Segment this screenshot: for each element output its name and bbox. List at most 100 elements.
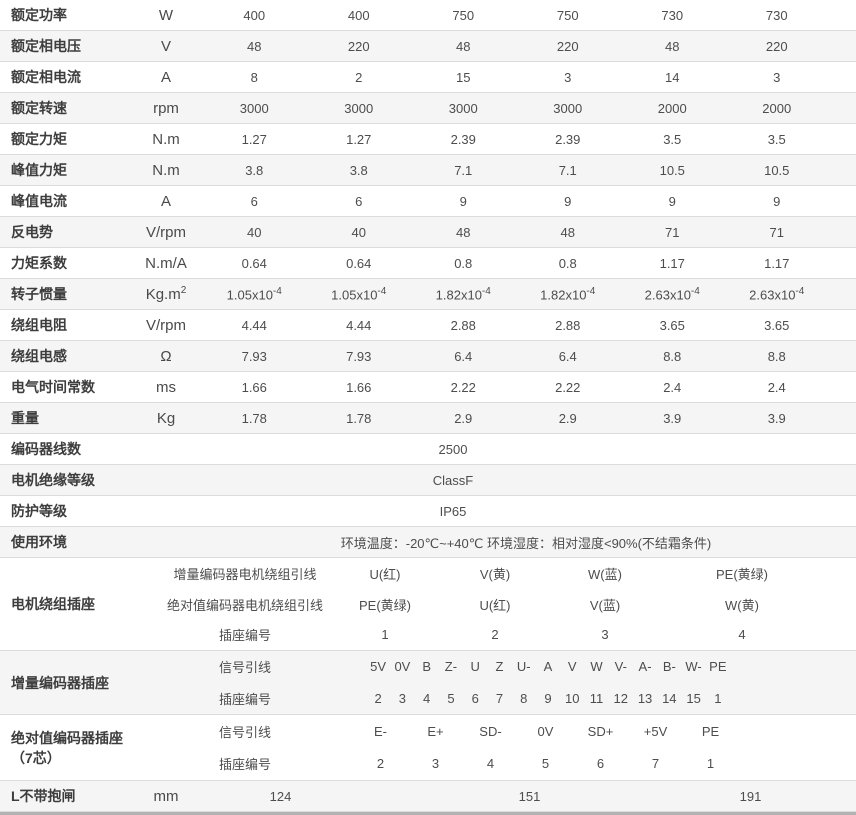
spec-row-winding-inductance: 绕组电感 Ω 7.93 7.93 6.4 6.4 8.8 8.8 xyxy=(0,341,856,372)
pin-name: Z- xyxy=(444,659,458,675)
signal-leads-label: 信号引线 xyxy=(218,660,271,676)
row-insulation-class: 电机绝缘等级 ClassF xyxy=(0,465,856,496)
merged-value: 环境温度：-20℃~+40℃ 环境湿度：相对湿度<90%(不结霜条件) xyxy=(340,535,712,551)
value-cell: 2 xyxy=(355,69,363,85)
winding-row-absolute-leads: 绝对值编码器电机绕组引线 PE(黄绿) U(红) V(蓝) W(黄) xyxy=(130,589,856,620)
value-cell: 1.78 xyxy=(346,410,372,426)
value-mantissa: 2.63x10 xyxy=(749,287,796,303)
value-cell: 220 xyxy=(556,38,579,54)
spec-row-peak-torque: 峰值力矩 N.m 3.8 3.8 7.1 7.1 10.5 10.5 xyxy=(0,155,856,186)
winding-row-socket-numbers: 插座编号 1 2 3 4 xyxy=(130,619,856,650)
pin-column: 0V 5 xyxy=(518,715,573,780)
row-environment: 使用环境 环境温度：-20℃~+40℃ 环境湿度：相对湿度<90%(不结霜条件) xyxy=(0,527,856,558)
pin-number: 12 xyxy=(613,690,629,706)
value-cell: 48 xyxy=(456,38,471,54)
section-label: 电机绕组插座 xyxy=(11,596,95,612)
value-cell: 2.4 xyxy=(767,379,786,395)
value-cell: 2000 xyxy=(657,100,687,116)
value-cell: 400 xyxy=(243,7,266,23)
unit-cell: Kg.m2 xyxy=(130,285,202,303)
value-cell: 48 xyxy=(665,38,680,54)
value-cell: 2.63x10-4 xyxy=(620,286,725,302)
value-cell: 71 xyxy=(665,224,680,240)
spec-row-weight: 重量 Kg 1.78 1.78 2.9 2.9 3.9 3.9 xyxy=(0,403,856,434)
winding-value: V(蓝) xyxy=(589,597,621,613)
value-cell: 3.65 xyxy=(764,317,790,333)
unit-cell: Ω xyxy=(160,347,172,365)
value-cell: 10.5 xyxy=(764,162,790,178)
value-mantissa: 1.82x10 xyxy=(540,287,587,303)
value-cell: 1.05x10-4 xyxy=(202,286,307,302)
value-cell: 71 xyxy=(769,224,784,240)
sub-row-label: 增量编码器电机绕组引线 xyxy=(173,566,317,582)
value-cell: 3000 xyxy=(448,100,478,116)
row-label: 电气时间常数 xyxy=(11,379,95,395)
spec-row-rated-current: 额定相电流 A 8 2 15 3 14 3 xyxy=(0,62,856,93)
row-label: 使用环境 xyxy=(11,534,67,550)
pin-name: U- xyxy=(516,659,531,675)
value-cell: 7.93 xyxy=(241,348,267,364)
value-cell: 2.4 xyxy=(663,379,682,395)
pin-number: 8 xyxy=(520,690,528,706)
row-label: L不带抱闸 xyxy=(11,788,76,804)
winding-value: PE(黄绿) xyxy=(358,597,411,613)
unit-cell: A xyxy=(160,192,171,210)
unit-cell: A xyxy=(160,68,171,86)
winding-value: PE(黄绿) xyxy=(715,566,768,582)
pin-name: A xyxy=(543,659,553,675)
value-cell: 0.64 xyxy=(346,255,372,271)
pin-column: V 10 xyxy=(560,651,584,714)
row-label: 额定相电流 xyxy=(11,69,81,85)
pin-column: V- 12 xyxy=(609,651,633,714)
pin-name: 0V xyxy=(537,723,554,739)
winding-value: U(红) xyxy=(479,597,511,613)
pin-column: Z- 5 xyxy=(439,651,463,714)
unit-base: Kg.m xyxy=(145,286,181,303)
value-exponent: -4 xyxy=(586,285,596,297)
value-mantissa: 1.82x10 xyxy=(435,287,482,303)
pin-number: 5 xyxy=(541,756,550,772)
pin-number: 6 xyxy=(596,756,605,772)
pin-number: 4 xyxy=(486,756,495,772)
row-label: 反电势 xyxy=(11,224,53,240)
pin-number: 1 xyxy=(706,756,715,772)
value-cell: 2.9 xyxy=(558,410,577,426)
row-label: 重量 xyxy=(11,410,39,426)
winding-value: 2 xyxy=(491,627,499,643)
pin-name: SD+ xyxy=(587,723,614,739)
section-label: 绝对值编码器插座（7芯） xyxy=(11,729,123,766)
value-exponent: -4 xyxy=(272,285,282,297)
spec-row-winding-resistance: 绕组电阻 V/rpm 4.44 4.44 2.88 2.88 3.65 3.65 xyxy=(0,310,856,341)
length-value: 191 xyxy=(739,788,762,804)
value-cell: 2.39 xyxy=(555,131,581,147)
value-cell: 2.22 xyxy=(555,379,581,395)
value-cell: 3.5 xyxy=(663,131,682,147)
section-label: 增量编码器插座 xyxy=(11,674,109,691)
socket-number-label: 插座编号 xyxy=(218,691,271,707)
unit-cell: W xyxy=(158,6,174,24)
value-cell: 6.4 xyxy=(558,348,577,364)
value-cell: 730 xyxy=(765,7,788,23)
value-cell: 730 xyxy=(661,7,684,23)
row-label: 防护等级 xyxy=(11,503,67,519)
row-label: 峰值力矩 xyxy=(11,162,67,178)
pin-number: 3 xyxy=(431,756,440,772)
value-cell: 3000 xyxy=(239,100,269,116)
pin-name: E- xyxy=(374,723,387,739)
pin-column: 0V 3 xyxy=(390,651,414,714)
value-cell: 48 xyxy=(560,224,575,240)
value-cell: 3 xyxy=(773,69,781,85)
unit-cell: ms xyxy=(156,378,176,396)
unit-cell: N.m xyxy=(152,161,180,179)
value-cell: 0.64 xyxy=(241,255,267,271)
value-exponent: -4 xyxy=(377,285,387,297)
winding-value: W(黄) xyxy=(725,597,759,613)
pin-number: 6 xyxy=(471,690,479,706)
value-cell: 1.17 xyxy=(659,255,685,271)
value-cell: 6.4 xyxy=(454,348,473,364)
value-cell: 9 xyxy=(773,193,781,209)
